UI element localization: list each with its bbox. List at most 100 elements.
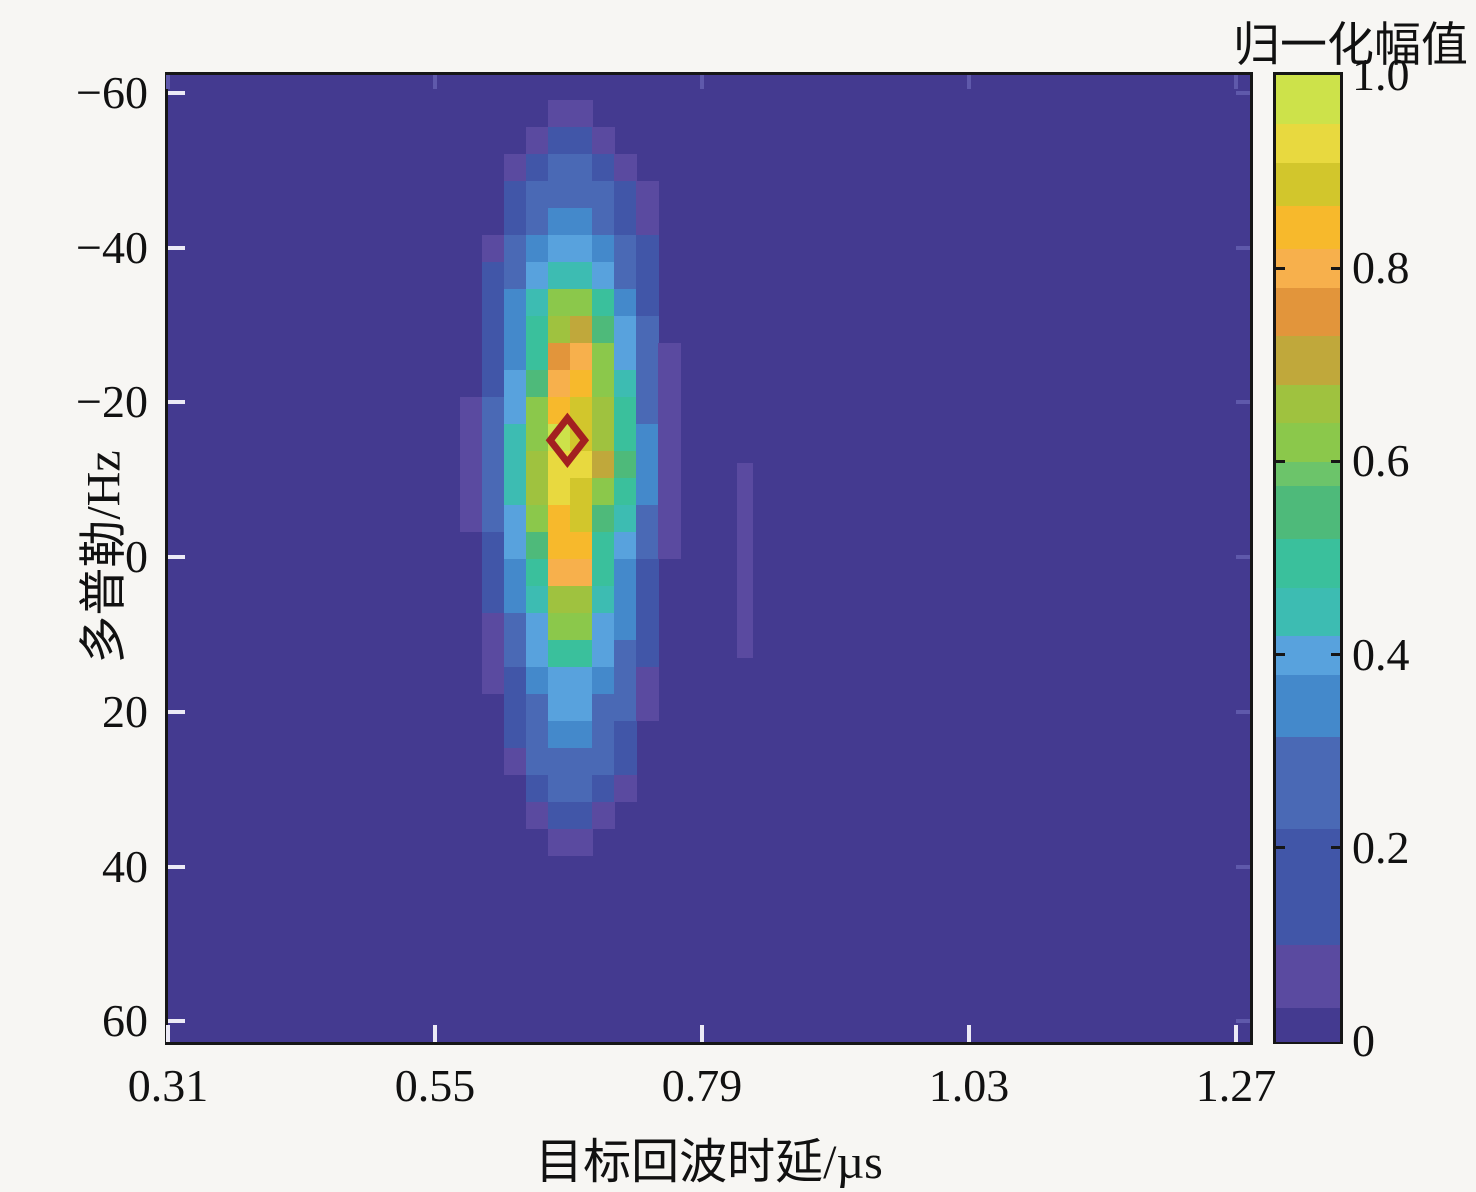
colorbar-tick xyxy=(1276,653,1285,657)
heat-cell xyxy=(526,774,549,803)
colorbar xyxy=(1273,72,1343,1044)
heat-cell xyxy=(504,504,527,533)
y-tick-label: −20 xyxy=(76,376,148,428)
heat-cell xyxy=(548,531,571,560)
x-tick-top xyxy=(433,75,437,89)
y-tick-right xyxy=(1236,555,1250,560)
heat-cell xyxy=(526,153,549,182)
heat-cell xyxy=(504,612,527,641)
heat-cell xyxy=(614,720,637,749)
heat-cell xyxy=(548,207,571,236)
colorbar-band xyxy=(1276,205,1340,250)
heat-cell xyxy=(504,207,527,236)
heat-cell xyxy=(592,207,615,236)
heat-cell xyxy=(570,423,593,452)
artifact-streak xyxy=(737,462,754,658)
heat-cell xyxy=(548,99,571,128)
y-tick-label: −40 xyxy=(76,221,148,273)
heat-cell xyxy=(636,396,659,425)
heat-cell xyxy=(658,477,681,506)
y-tick xyxy=(168,555,185,560)
heat-cell xyxy=(614,639,637,668)
heat-cell xyxy=(636,531,659,560)
heat-cell xyxy=(526,126,549,155)
heat-cell xyxy=(636,639,659,668)
heat-cell xyxy=(636,504,659,533)
heat-cell xyxy=(592,666,615,695)
heat-cell xyxy=(504,234,527,263)
heat-cell xyxy=(526,558,549,587)
heat-cell xyxy=(636,342,659,371)
heat-cell xyxy=(592,774,615,803)
heat-cell xyxy=(504,369,527,398)
y-tick-label: 60 xyxy=(102,995,148,1047)
heat-cell xyxy=(614,423,637,452)
heat-cell xyxy=(482,558,505,587)
heat-cell xyxy=(548,234,571,263)
colorbar-band xyxy=(1276,335,1340,385)
y-tick-label: 20 xyxy=(102,685,148,737)
heat-cell xyxy=(526,531,549,560)
heat-cell xyxy=(548,180,571,209)
heat-cell xyxy=(570,693,593,722)
heat-cell xyxy=(548,477,571,506)
heat-cell xyxy=(504,747,527,776)
heat-cell xyxy=(526,396,549,425)
heat-cell xyxy=(504,693,527,722)
heat-cell xyxy=(482,261,505,290)
heat-cell xyxy=(592,261,615,290)
heat-cell xyxy=(526,342,549,371)
x-tick-label: 0.31 xyxy=(127,1060,209,1111)
heat-cell xyxy=(636,558,659,587)
heat-cell xyxy=(636,423,659,452)
heat-cell xyxy=(526,234,549,263)
heat-cell xyxy=(526,423,549,452)
heat-cell xyxy=(548,342,571,371)
x-tick-top xyxy=(1234,75,1238,89)
heat-cell xyxy=(570,531,593,560)
heat-cell xyxy=(570,261,593,290)
colorbar-band xyxy=(1276,944,1340,1008)
heat-cell xyxy=(482,396,505,425)
heat-cell xyxy=(592,315,615,344)
heat-cell xyxy=(504,261,527,290)
heat-cell xyxy=(526,477,549,506)
heat-cell xyxy=(614,531,637,560)
colorbar-tick xyxy=(1276,266,1285,270)
heat-cell xyxy=(526,261,549,290)
heat-cell xyxy=(482,585,505,614)
heat-cell xyxy=(504,153,527,182)
heat-cell xyxy=(504,639,527,668)
colorbar-tick-label: 1.0 xyxy=(1352,49,1410,100)
x-tick xyxy=(1234,1025,1238,1042)
heat-cell xyxy=(482,423,505,452)
colorbar-band xyxy=(1276,1007,1340,1042)
heat-cell xyxy=(658,369,681,398)
heat-cell xyxy=(614,558,637,587)
heat-cell xyxy=(548,450,571,479)
heat-cell xyxy=(548,747,571,776)
colorbar-tick xyxy=(1276,846,1285,850)
heat-cell xyxy=(526,720,549,749)
heat-cell xyxy=(570,180,593,209)
heat-cell xyxy=(592,153,615,182)
heat-cell xyxy=(614,585,637,614)
heat-cell xyxy=(614,369,637,398)
heat-cell xyxy=(636,315,659,344)
heat-cell xyxy=(636,450,659,479)
heat-cell xyxy=(570,477,593,506)
heat-cell xyxy=(526,369,549,398)
colorbar-band xyxy=(1276,287,1340,337)
heat-cell xyxy=(614,180,637,209)
heat-cell xyxy=(570,288,593,317)
heat-cell xyxy=(592,747,615,776)
heat-cell xyxy=(548,774,571,803)
y-tick-right xyxy=(1236,91,1250,95)
heat-cell xyxy=(548,126,571,155)
heat-cell xyxy=(526,693,549,722)
heat-cell xyxy=(548,612,571,641)
y-tick-label: 0 xyxy=(125,531,148,583)
y-tick-right xyxy=(1236,400,1250,405)
colorbar-tick xyxy=(1331,846,1340,850)
colorbar-band xyxy=(1276,538,1340,588)
